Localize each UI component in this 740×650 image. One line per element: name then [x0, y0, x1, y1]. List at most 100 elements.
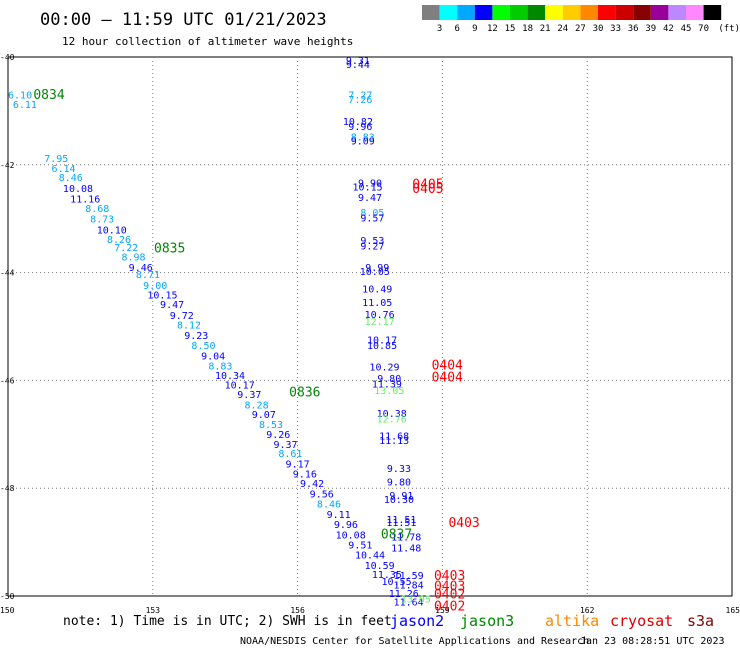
- wave-height-label: 11.68: [379, 432, 409, 443]
- wave-height-label: 11.51: [386, 518, 416, 529]
- wave-height-label: 9.53: [360, 236, 384, 247]
- wave-height-label: 10.82: [343, 117, 373, 128]
- colorbar-label: 39: [645, 24, 656, 34]
- colorbar-swatch: [457, 5, 475, 20]
- wave-height-label: 10.76: [365, 310, 395, 321]
- pass-time-label: 0405: [412, 182, 443, 197]
- wave-height-label: 10.38: [377, 409, 407, 420]
- wave-height-label: 8.53: [259, 420, 283, 431]
- axis-ticks: 150 153 156 159 162 165 -40 -42 -44 -46 -48 -50: [0, 53, 740, 615]
- note-text: note: 1) Time is in UTC; 2) SWH is in fe…: [63, 614, 392, 629]
- wave-height-label: 11.59: [394, 571, 424, 582]
- wave-height-label: 9.27: [360, 241, 384, 252]
- wave-height-label: 9.91: [389, 491, 413, 502]
- wave-height-label: 11.39: [372, 379, 402, 390]
- x-tick-label: 159: [435, 606, 450, 615]
- wave-height-label: 13.05: [401, 594, 431, 605]
- wave-height-label: 9.04: [201, 351, 225, 362]
- wave-height-label: 11.78: [391, 532, 421, 543]
- colorbar-swatch: [580, 5, 598, 20]
- wave-height-label: 9.47: [358, 193, 382, 204]
- x-tick-label: 162: [580, 606, 595, 615]
- wave-height-label: 9.44: [346, 60, 370, 71]
- wave-height-label: 10.17: [367, 336, 397, 347]
- wave-height-label: 8.28: [245, 400, 269, 411]
- wave-height-label: 6.11: [13, 100, 37, 111]
- wave-height-label: 8.26: [107, 235, 131, 246]
- wave-height-label: 9.51: [348, 541, 372, 552]
- wave-height-label: 10.10: [97, 225, 127, 236]
- colorbar-label: 6: [454, 24, 459, 34]
- wave-height-label: 9.37: [237, 390, 261, 401]
- wave-height-label: 9.33: [387, 464, 411, 475]
- y-tick-label: -48: [0, 484, 15, 493]
- satellite-altika: altika: [545, 612, 599, 630]
- pass-time-label: 0404: [432, 359, 463, 374]
- wave-height-label: 10.49: [362, 285, 392, 296]
- pass-time-label: 0403: [434, 580, 465, 595]
- pass-time-label: 0835: [154, 242, 185, 257]
- wave-height-label: 8.83: [208, 362, 232, 373]
- chart-subtitle: 12 hour collection of altimeter wave hei…: [62, 35, 353, 48]
- pass-time-label: 0403: [434, 569, 465, 584]
- colorbar-swatch: [527, 5, 546, 20]
- colorbar-label: 15: [505, 24, 516, 34]
- wave-height-label: 11.51: [386, 515, 416, 526]
- wave-height-label: 10.85: [367, 341, 397, 352]
- wave-height-label: 7.27: [348, 91, 372, 102]
- wave-height-label: 9.80: [387, 478, 411, 489]
- wave-height-label: 9.96: [348, 122, 372, 133]
- wave-height-label: 10.08: [63, 184, 93, 195]
- colorbar-label: 3: [437, 24, 442, 34]
- satellite-legend: jason2 jason3 altika cryosat s3a: [390, 612, 714, 630]
- wave-height-label: 8.83: [351, 133, 375, 144]
- colorbar-swatch: [615, 5, 634, 20]
- colorbar-swatch: [668, 5, 686, 20]
- wave-height-label: 11.48: [391, 543, 421, 554]
- y-tick-label: -50: [0, 592, 15, 601]
- colorbar-label: 24: [557, 24, 568, 34]
- colorbar-swatch: [598, 5, 616, 20]
- wave-height-label: 10.29: [369, 363, 399, 374]
- wave-height-label: 9.11: [327, 510, 351, 521]
- wave-height-label: 9.31: [346, 56, 370, 67]
- wave-height-label: 9.57: [360, 213, 384, 224]
- wave-height-label: 11.84: [394, 580, 424, 591]
- wave-height-label: 10.34: [215, 371, 245, 382]
- wave-height-label: 9.46: [129, 263, 153, 274]
- credit-timestamp: Jan 23 08:28:51 UTC 2023: [580, 636, 725, 647]
- wave-height-label: 10.17: [225, 380, 255, 391]
- colorbar-swatch: [703, 5, 722, 20]
- colorbar-swatch: [439, 5, 458, 20]
- y-tick-label: -42: [0, 161, 15, 170]
- wave-height-label: 10.55: [381, 577, 411, 588]
- wave-height-label: 9.26: [266, 430, 290, 441]
- wave-height-label: 9.37: [273, 440, 297, 451]
- wave-height-label: 9.23: [184, 331, 208, 342]
- colorbar-label: 12: [487, 24, 498, 34]
- colorbar-unit: (ft): [718, 24, 740, 34]
- wave-height-label: 8.98: [121, 253, 145, 264]
- colorbar: 3 6 9 12 15 18 21 24 27 30 33 36 39 42 45 70 (ft): [422, 5, 740, 34]
- colorbar-swatch: [562, 5, 581, 20]
- wave-height-label: 9.17: [286, 460, 310, 471]
- wave-height-label: 10.44: [355, 550, 385, 561]
- pass-time-label: 0405: [412, 178, 443, 193]
- wave-height-label: 11.35: [372, 570, 402, 581]
- wave-height-label: 10.30: [384, 495, 414, 506]
- pass-time-label: 0404: [432, 370, 463, 385]
- credit-source: NOAA/NESDIS Center for Satellite Applica…: [240, 636, 589, 647]
- satellite-cryosat: cryosat: [610, 612, 673, 630]
- pass-time-label: 0402: [434, 588, 465, 603]
- wave-height-label: 10.05: [360, 267, 390, 278]
- satellite-jason3: jason3: [460, 612, 514, 630]
- wave-height-label: 6.14: [51, 164, 75, 175]
- colorbar-swatch: [422, 5, 440, 20]
- y-tick-label: -44: [0, 269, 15, 278]
- colorbar-label: 18: [522, 24, 533, 34]
- wave-height-label: 8.68: [85, 204, 109, 215]
- colorbar-label: 42: [663, 24, 674, 34]
- wave-height-label: 9.99: [365, 263, 389, 274]
- wave-height-label: 9.00: [143, 281, 167, 292]
- wave-height-label: 10.08: [336, 530, 366, 541]
